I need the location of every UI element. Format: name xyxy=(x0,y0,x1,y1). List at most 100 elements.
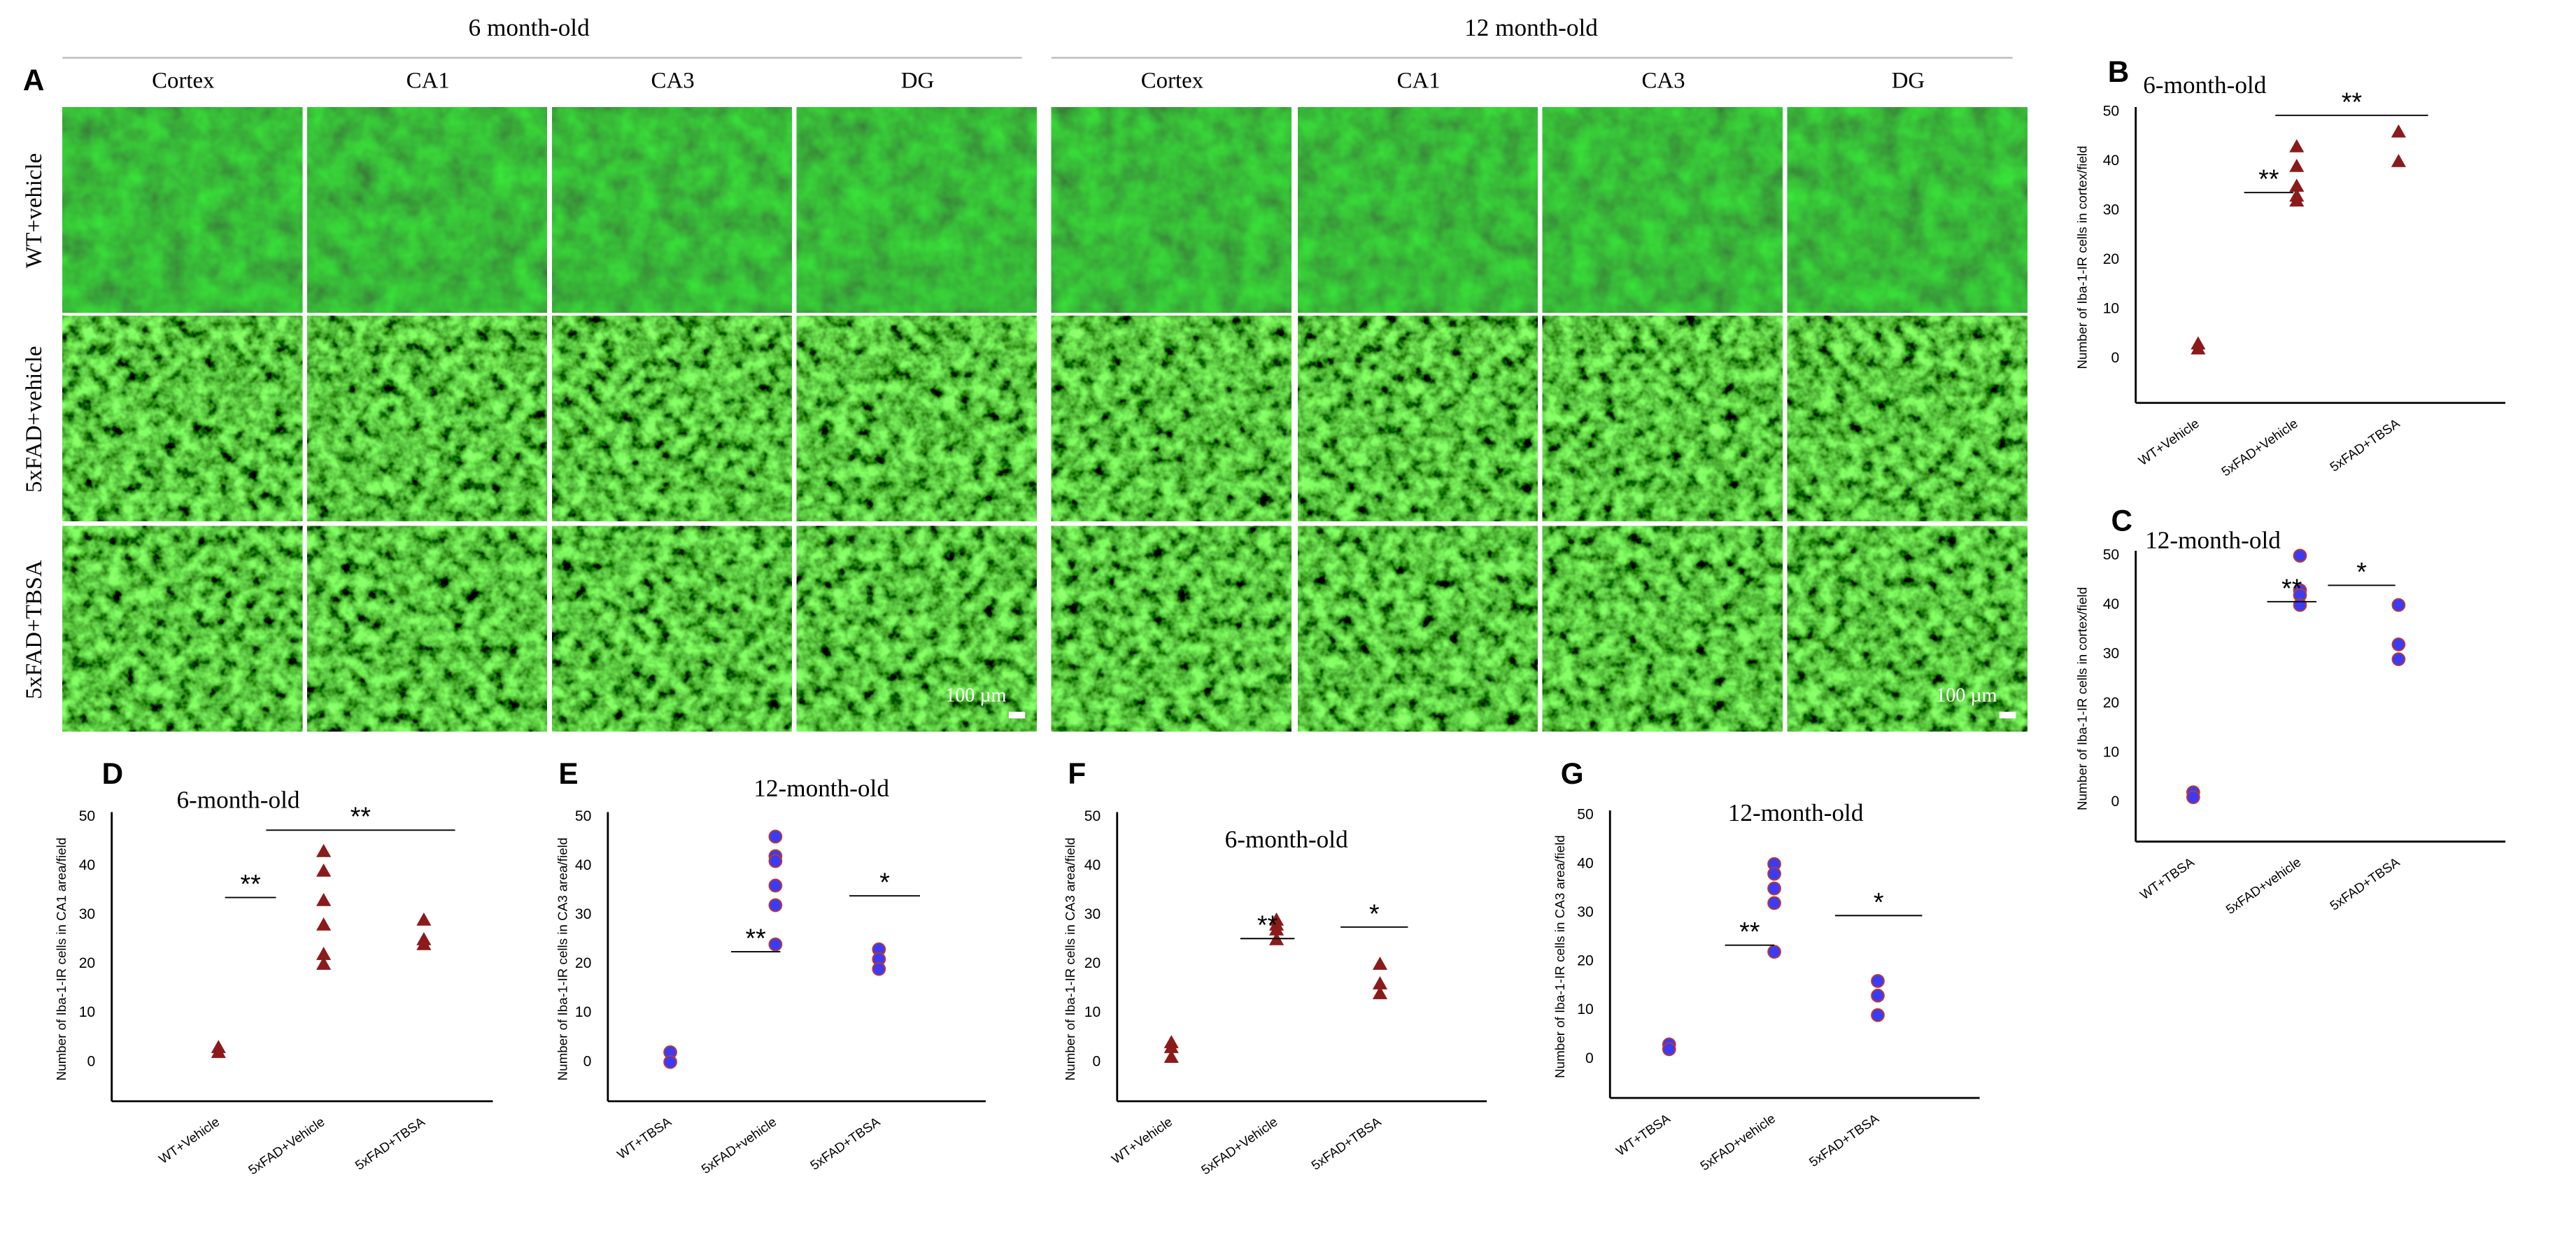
significance-label: * xyxy=(1874,887,1884,917)
data-point xyxy=(2391,598,2406,612)
data-point xyxy=(1871,974,1885,988)
y-tick-label: 40 xyxy=(1084,857,1101,873)
data-point xyxy=(211,1045,226,1058)
data-point xyxy=(768,878,783,893)
data-point xyxy=(1767,896,1781,910)
data-point xyxy=(1372,986,1388,999)
micrograph xyxy=(1298,107,1538,313)
micrograph xyxy=(1051,526,1291,732)
significance-label: * xyxy=(879,868,890,897)
y-tick-label: 20 xyxy=(1577,953,1594,969)
x-tick-label: 5xFAD+TBSA xyxy=(2327,854,2402,913)
micrograph xyxy=(1542,316,1783,521)
y-tick-label: 0 xyxy=(1585,1050,1594,1066)
x-tick-label: 5xFAD+Vehicle xyxy=(2218,416,2300,479)
data-point xyxy=(2289,178,2305,192)
micrograph xyxy=(62,107,303,313)
age-title: 12 month-old xyxy=(1464,14,1598,41)
y-tick-label: 30 xyxy=(2103,646,2119,662)
column-label: CA3 xyxy=(1642,68,1685,93)
y-tick-label: 30 xyxy=(79,906,95,922)
significance-label: ** xyxy=(2258,164,2279,194)
scale-bar xyxy=(1999,712,2016,719)
chart-title: 6-month-old xyxy=(2143,71,2266,99)
y-tick-label: 30 xyxy=(575,906,591,922)
column-label: Cortex xyxy=(152,68,215,93)
panel-letter: B xyxy=(2108,55,2130,88)
micrograph xyxy=(307,526,547,732)
row-label: 5xFAD+vehicle xyxy=(22,346,47,493)
micrograph xyxy=(1298,316,1538,521)
x-tick-label: WT+TBSA xyxy=(2137,854,2197,903)
column-label: DG xyxy=(1892,68,1925,93)
data-point xyxy=(316,863,332,877)
micrograph xyxy=(1542,107,1783,313)
x-tick-label: 5xFAD+TBSA xyxy=(807,1114,883,1173)
y-tick-label: 20 xyxy=(79,955,95,971)
significance-label: ** xyxy=(1257,910,1278,940)
panel-letter: G xyxy=(1561,757,1584,790)
significance-label: ** xyxy=(2342,87,2363,116)
micrograph xyxy=(796,526,1037,732)
data-point xyxy=(316,843,332,857)
data-point xyxy=(768,854,783,868)
y-tick-label: 0 xyxy=(583,1053,592,1069)
micrograph xyxy=(62,526,303,732)
micrograph xyxy=(796,107,1037,313)
data-point xyxy=(1372,976,1388,989)
y-axis-label: Number of Iba-1-IR cells in CA1 area/fie… xyxy=(54,838,69,1080)
y-tick-label: 10 xyxy=(1577,1001,1594,1017)
micrograph xyxy=(1051,107,1291,313)
y-tick-label: 40 xyxy=(2103,153,2119,169)
data-point xyxy=(1268,922,1285,936)
data-point xyxy=(316,917,332,931)
x-tick-label: WT+Vehicle xyxy=(156,1114,222,1167)
y-tick-label: 30 xyxy=(1084,906,1101,922)
y-tick-label: 40 xyxy=(79,857,95,873)
y-tick-label: 40 xyxy=(575,857,591,873)
y-tick-label: 0 xyxy=(87,1053,95,1069)
data-point xyxy=(2391,124,2406,138)
chart-title: 12-month-old xyxy=(1728,799,1864,826)
data-point xyxy=(872,961,886,976)
y-tick-label: 50 xyxy=(79,808,95,824)
x-tick-label: 5xFAD+Vehicle xyxy=(1198,1114,1280,1178)
significance-label: * xyxy=(2356,557,2367,586)
data-point xyxy=(1163,1040,1179,1053)
column-label: CA3 xyxy=(651,68,695,93)
data-point xyxy=(416,937,432,950)
y-axis-label: Number of Iba-1-IR cells in CA3 area/fie… xyxy=(1552,835,1567,1078)
y-tick-label: 20 xyxy=(1084,955,1101,971)
y-tick-label: 20 xyxy=(2103,251,2119,267)
x-tick-label: 5xFAD+TBSA xyxy=(353,1114,428,1173)
micrograph xyxy=(307,107,547,313)
micrograph xyxy=(552,107,792,313)
y-tick-label: 40 xyxy=(2103,596,2119,612)
y-tick-label: 50 xyxy=(575,808,591,824)
chart-title: 12-month-old xyxy=(2145,526,2281,554)
column-label: Cortex xyxy=(1141,68,1204,93)
data-point xyxy=(1767,866,1781,881)
y-tick-label: 40 xyxy=(1577,855,1594,871)
x-tick-label: WT+Vehicle xyxy=(2136,416,2202,468)
y-tick-label: 50 xyxy=(2103,547,2119,563)
column-label: CA1 xyxy=(1397,68,1441,93)
micrograph xyxy=(1542,526,1783,732)
x-tick-label: 5xFAD+TBSA xyxy=(1308,1114,1384,1173)
data-point xyxy=(1163,1050,1179,1063)
significance-label: ** xyxy=(240,869,261,899)
y-tick-label: 0 xyxy=(1093,1053,1101,1069)
micrograph xyxy=(1051,316,1291,521)
x-tick-label: 5xFAD+Vehicle xyxy=(246,1114,327,1178)
data-point xyxy=(1871,988,1885,1003)
x-tick-label: 5xFAD+vehicle xyxy=(698,1114,779,1176)
data-point xyxy=(316,892,332,906)
y-tick-label: 10 xyxy=(79,1004,95,1020)
data-point xyxy=(1662,1042,1676,1057)
x-tick-label: 5xFAD+vehicle xyxy=(2223,854,2304,917)
data-point xyxy=(416,913,432,926)
y-tick-label: 50 xyxy=(1577,807,1594,823)
panel-letter: A xyxy=(23,64,45,97)
y-tick-label: 10 xyxy=(2103,300,2119,316)
y-axis-label: Number of Iba-1-IR cells in cortex/field xyxy=(2074,146,2089,369)
